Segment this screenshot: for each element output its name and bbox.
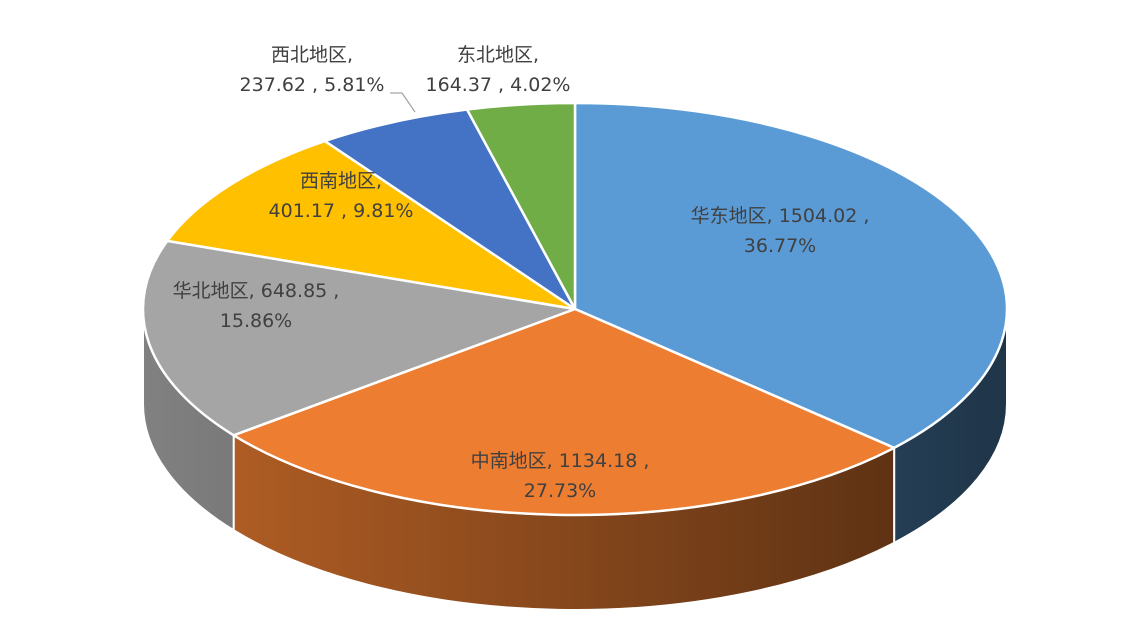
label-central-south-line2: 27.73% [523, 480, 597, 502]
label-northeast-line1: 东北地区, [456, 44, 540, 66]
label-east-china-line2: 36.77% [743, 235, 817, 257]
label-central-south: 中南地区, 1134.18 , 27.73% [471, 446, 650, 506]
leader-lines [390, 92, 416, 113]
label-north-china-line1: 华北地区, 648.85 , [172, 280, 340, 302]
label-central-south-line1: 中南地区, 1134.18 , [470, 450, 650, 472]
slice-northeast [465, 101, 577, 311]
slice-central-south [232, 307, 896, 517]
label-north-china: 华北地区, 648.85 , 15.86% [173, 276, 340, 336]
slice-southwest [166, 139, 577, 311]
pie-slices [141, 101, 1009, 517]
slice-east-china [573, 101, 1009, 450]
leader-line-northwest [390, 92, 416, 113]
label-northeast-line2: 164.37 , 4.02% [425, 74, 571, 96]
label-northwest-line1: 西北地区, [270, 44, 354, 66]
pie-sides [142, 308, 1008, 611]
label-southwest-line2: 401.17 , 9.81% [268, 200, 414, 222]
label-southwest: 西南地区, 401.17 , 9.81% [269, 166, 414, 226]
label-northwest-line2: 237.62 , 5.81% [239, 74, 385, 96]
slice-northwest [323, 108, 577, 311]
label-east-china-line1: 华东地区, 1504.02 , [690, 205, 870, 227]
label-northwest: 西北地区, 237.62 , 5.81% [240, 40, 385, 100]
label-northeast: 东北地区, 164.37 , 4.02% [426, 40, 571, 100]
label-north-china-line2: 15.86% [219, 310, 293, 332]
label-southwest-line1: 西南地区, [299, 170, 383, 192]
slice-north-china [141, 239, 577, 437]
label-east-china: 华东地区, 1504.02 , 36.77% [691, 201, 870, 261]
